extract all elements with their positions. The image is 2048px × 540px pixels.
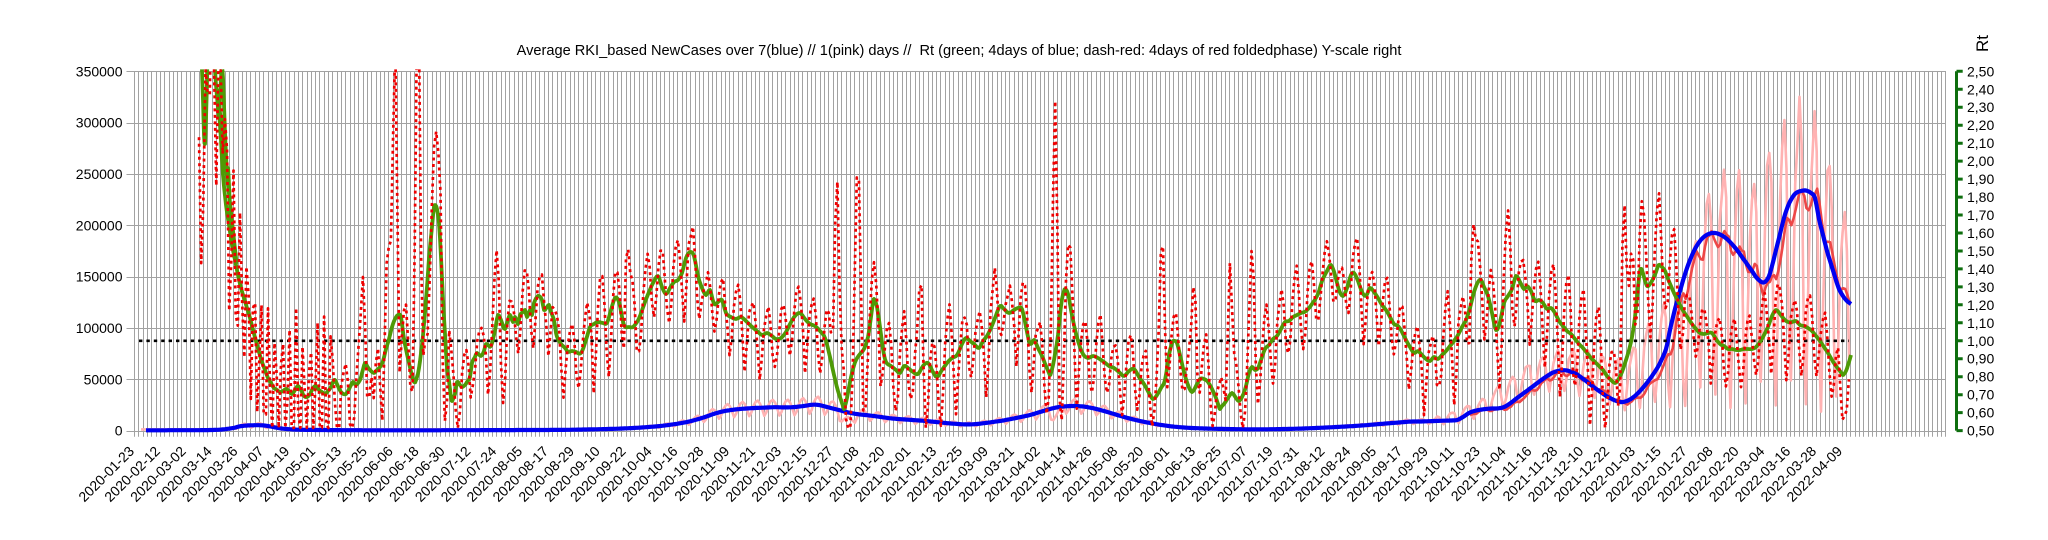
svg-text:1,40: 1,40 — [1967, 261, 1994, 277]
svg-text:300000: 300000 — [76, 115, 123, 131]
svg-text:1,60: 1,60 — [1967, 225, 1994, 241]
svg-text:100000: 100000 — [76, 320, 123, 336]
svg-text:200000: 200000 — [76, 217, 123, 233]
svg-text:0,80: 0,80 — [1967, 369, 1994, 385]
svg-text:2,00: 2,00 — [1967, 153, 1994, 169]
svg-text:Average RKI_based NewCases ove: Average RKI_based NewCases over 7(blue) … — [517, 43, 1402, 59]
svg-text:0,70: 0,70 — [1967, 387, 1994, 403]
svg-text:2,50: 2,50 — [1967, 63, 1994, 79]
svg-text:Rt: Rt — [1973, 35, 1992, 52]
svg-text:0,60: 0,60 — [1967, 405, 1994, 421]
svg-text:2,40: 2,40 — [1967, 81, 1994, 97]
svg-text:1,00: 1,00 — [1967, 333, 1994, 349]
svg-text:150000: 150000 — [76, 269, 123, 285]
svg-text:1,80: 1,80 — [1967, 189, 1994, 205]
svg-text:50000: 50000 — [84, 371, 123, 387]
svg-text:1,10: 1,10 — [1967, 315, 1994, 331]
svg-text:1,70: 1,70 — [1967, 207, 1994, 223]
svg-text:1,30: 1,30 — [1967, 279, 1994, 295]
svg-text:1,90: 1,90 — [1967, 171, 1994, 187]
svg-text:2,30: 2,30 — [1967, 99, 1994, 115]
svg-text:2,10: 2,10 — [1967, 135, 1994, 151]
svg-text:2,20: 2,20 — [1967, 117, 1994, 133]
svg-text:0,90: 0,90 — [1967, 351, 1994, 367]
svg-text:250000: 250000 — [76, 166, 123, 182]
svg-text:350000: 350000 — [76, 63, 123, 79]
svg-text:0: 0 — [115, 423, 123, 439]
svg-text:1,20: 1,20 — [1967, 297, 1994, 313]
svg-text:0,50: 0,50 — [1967, 423, 1994, 439]
svg-text:1,50: 1,50 — [1967, 243, 1994, 259]
